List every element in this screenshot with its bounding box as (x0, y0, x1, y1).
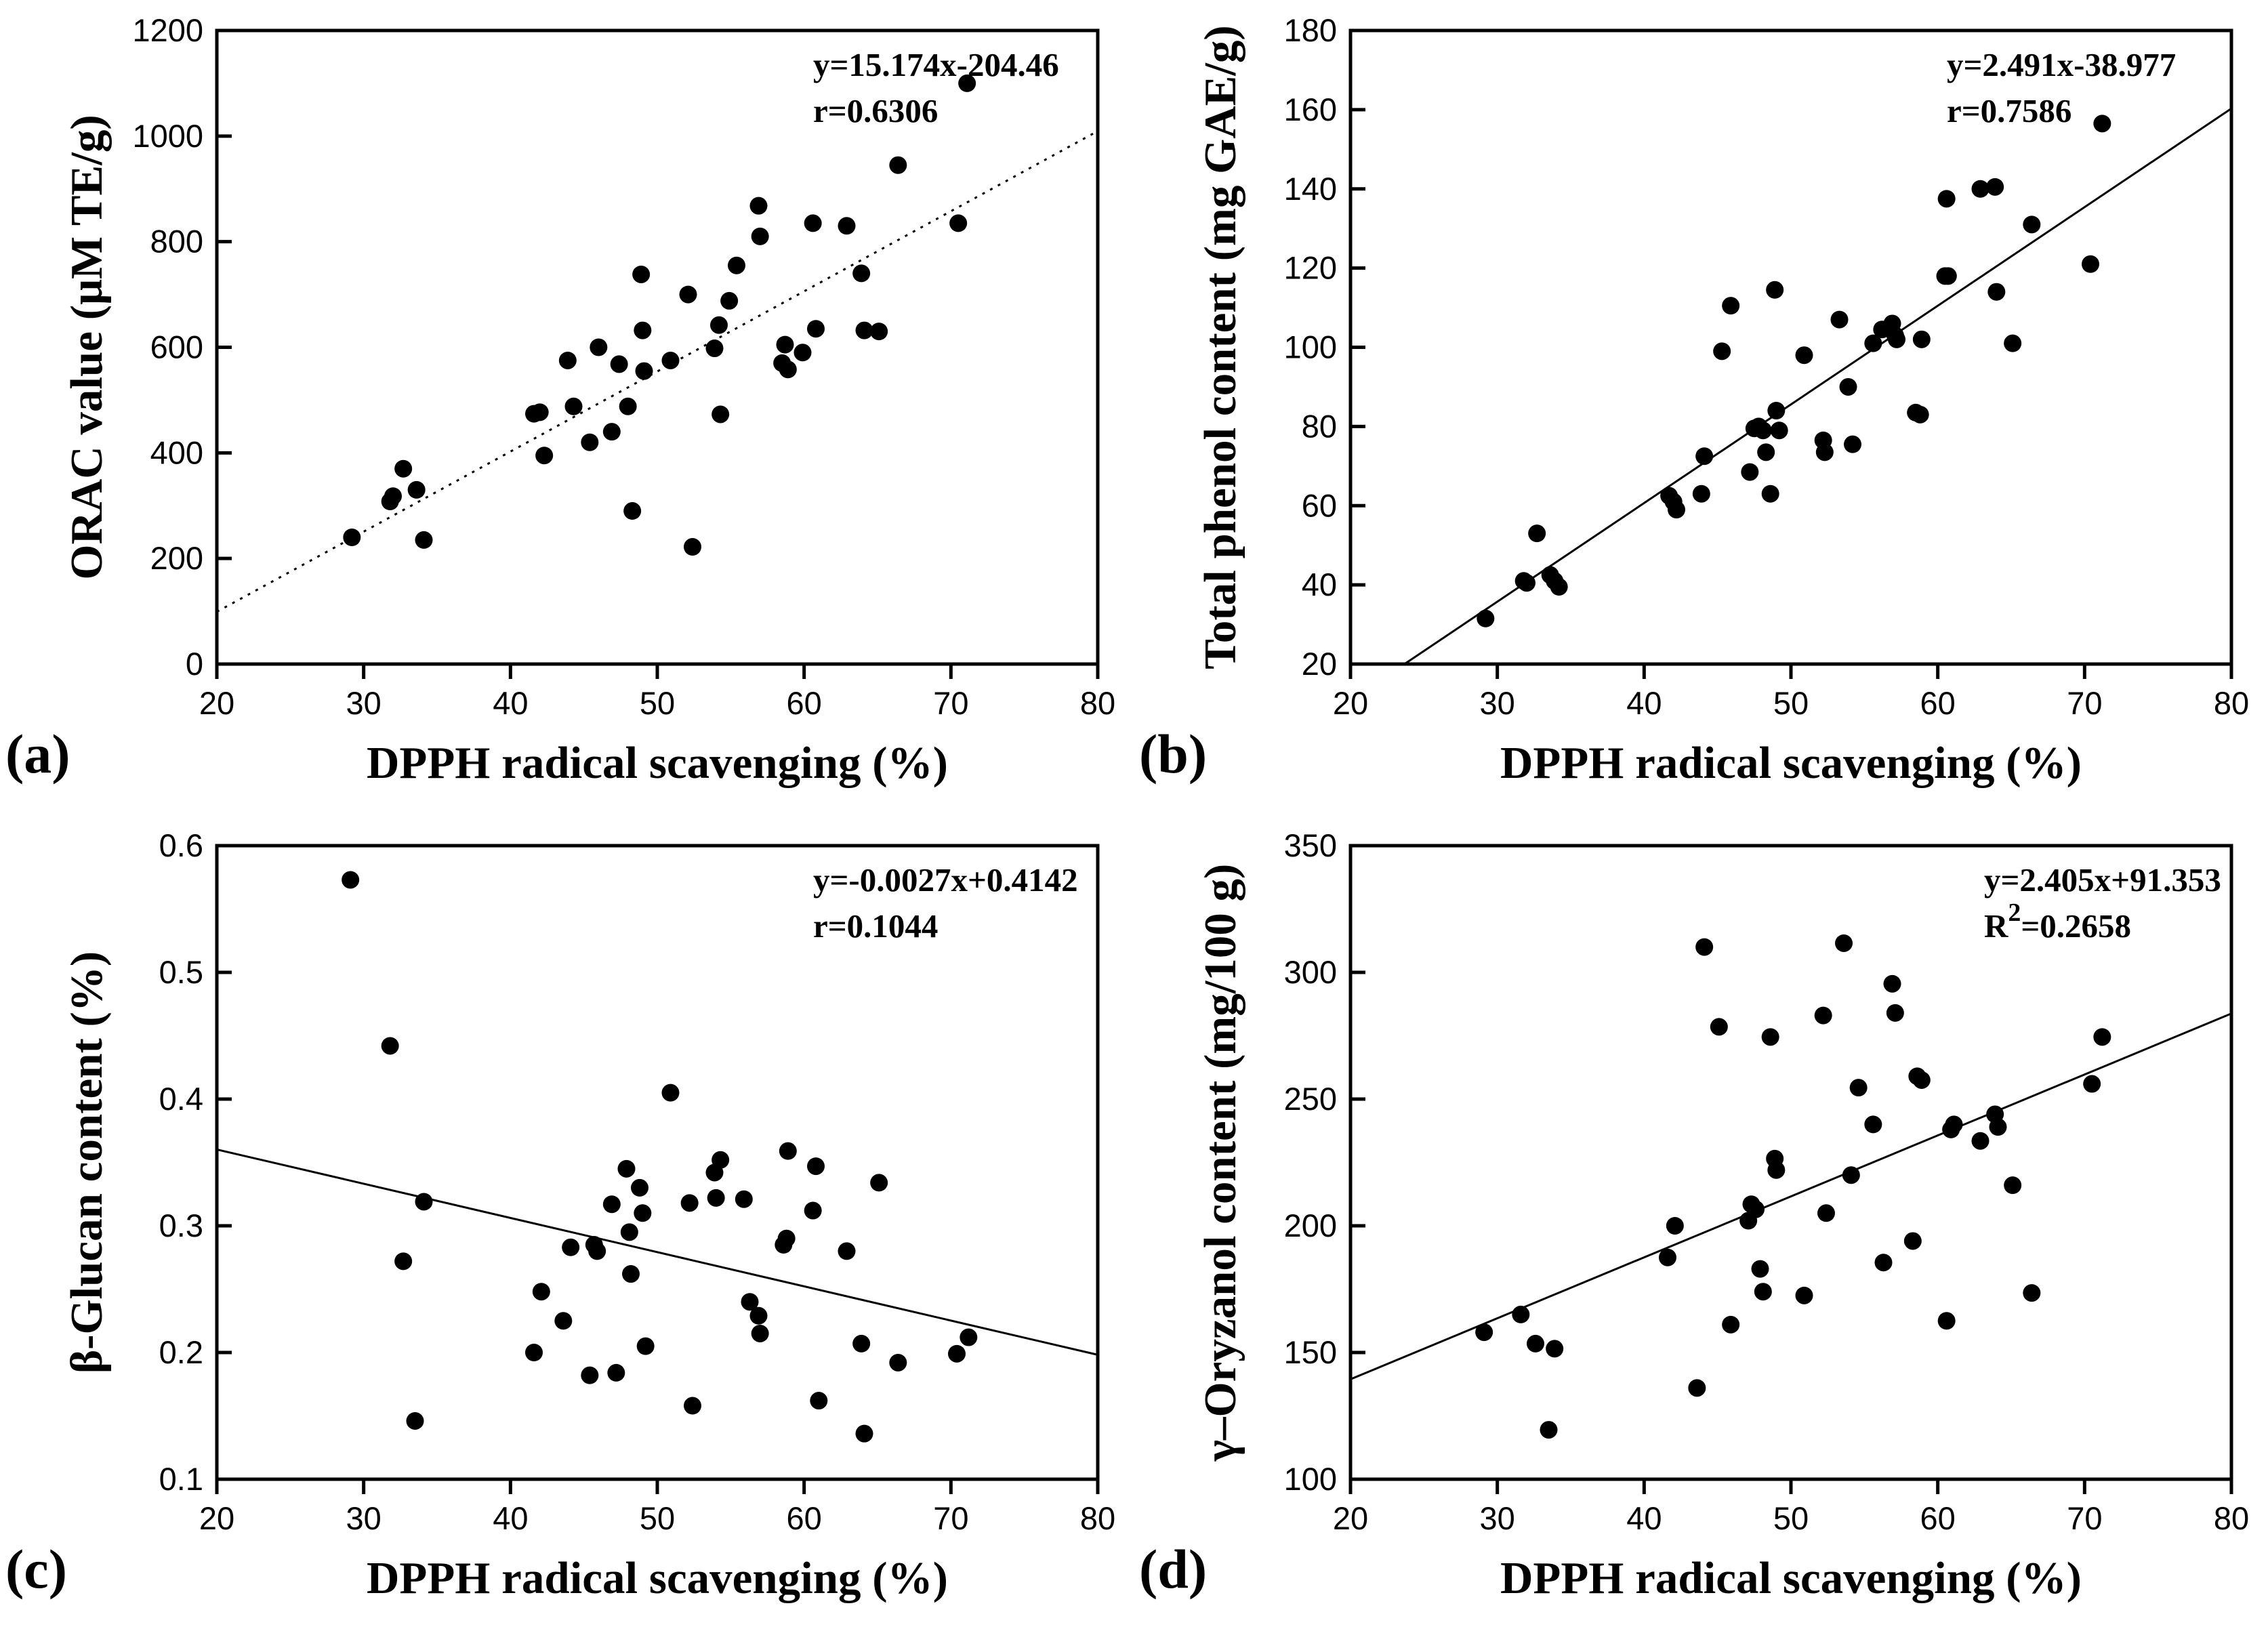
svg-text:40: 40 (1302, 566, 1337, 602)
svg-text:R2=0.2658: R2=0.2658 (1984, 899, 2131, 945)
panel-d: 20 30 40 50 60 70 80 100 150 200 250 300 350 y=2.405x… (1134, 815, 2267, 1630)
svg-text:70: 70 (933, 685, 968, 721)
svg-text:20: 20 (1302, 646, 1337, 682)
svg-text:70: 70 (2067, 685, 2102, 721)
panel-b-scatter-chart: 20 30 40 50 60 70 80 20 40 60 80 100 120 140 160 180 y=2… (1195, 12, 2249, 788)
svg-text:DPPH radical scavenging (%): DPPH radical scavenging (%) (1500, 738, 2082, 788)
svg-text:80: 80 (2214, 685, 2249, 721)
svg-text:DPPH radical scavenging (%): DPPH radical scavenging (%) (367, 1553, 948, 1603)
svg-text:140: 140 (1284, 171, 1337, 207)
svg-text:ORAC value (μM TE/g): ORAC value (μM TE/g) (62, 115, 112, 579)
panel-d-tag: (d) (1139, 1538, 1208, 1600)
svg-text:20: 20 (199, 685, 234, 721)
svg-text:r=0.7586: r=0.7586 (1947, 92, 2071, 129)
svg-text:200: 200 (1284, 1207, 1337, 1243)
svg-text:60: 60 (787, 685, 822, 721)
svg-text:y=15.174x-204.46: y=15.174x-204.46 (813, 46, 1059, 83)
svg-text:DPPH radical scavenging (%): DPPH radical scavenging (%) (1500, 1553, 2082, 1603)
svg-text:150: 150 (1284, 1334, 1337, 1370)
svg-text:y=2.405x+91.353: y=2.405x+91.353 (1984, 861, 2221, 899)
svg-text:30: 30 (1480, 685, 1515, 721)
svg-text:0: 0 (186, 646, 203, 682)
svg-text:Total phenol content (mg GAE/g: Total phenol content (mg GAE/g) (1195, 25, 1245, 669)
panel-d-scatter-chart: 20 30 40 50 60 70 80 100 150 200 250 300 350 y=2.405x… (1195, 827, 2249, 1603)
svg-text:60: 60 (1920, 685, 1956, 721)
svg-text:40: 40 (493, 1500, 528, 1536)
svg-text:0.5: 0.5 (159, 954, 203, 990)
panel-b: 20 30 40 50 60 70 80 20 40 60 80 100 120 140 160 180 y=2… (1134, 0, 2267, 815)
panel-c-tag: (c) (5, 1538, 68, 1600)
svg-text:80: 80 (2214, 1500, 2249, 1536)
svg-text:DPPH radical scavenging (%): DPPH radical scavenging (%) (367, 738, 948, 788)
svg-text:60: 60 (787, 1500, 822, 1536)
svg-text:40: 40 (493, 685, 528, 721)
panel-c: 20 30 40 50 60 70 80 0.1 0.2 0.3 0.4 0.5 0.6 y=-0.002… (0, 815, 1134, 1630)
svg-text:60: 60 (1302, 487, 1337, 523)
svg-text:50: 50 (640, 685, 675, 721)
svg-text:300: 300 (1284, 954, 1337, 990)
svg-text:20: 20 (1333, 685, 1368, 721)
svg-text:50: 50 (1773, 685, 1809, 721)
svg-text:100: 100 (1284, 1461, 1337, 1497)
svg-text:120: 120 (1284, 250, 1337, 286)
svg-text:r=0.1044: r=0.1044 (813, 907, 938, 945)
svg-text:0.6: 0.6 (159, 827, 203, 863)
panel-a-tag: (a) (5, 723, 70, 785)
svg-text:250: 250 (1284, 1081, 1337, 1117)
svg-text:30: 30 (346, 1500, 382, 1536)
svg-text:60: 60 (1920, 1500, 1956, 1536)
svg-text:γ–Oryzanol content (mg/100 g): γ–Oryzanol content (mg/100 g) (1195, 864, 1245, 1462)
svg-text:50: 50 (1773, 1500, 1809, 1536)
svg-text:0.1: 0.1 (159, 1461, 203, 1497)
svg-text:180: 180 (1284, 12, 1337, 48)
svg-text:80: 80 (1302, 408, 1337, 444)
panel-c-scatter-chart: 20 30 40 50 60 70 80 0.1 0.2 0.3 0.4 0.5 0.6 y=-0.002… (62, 827, 1115, 1603)
svg-text:400: 400 (150, 434, 203, 470)
svg-text:80: 80 (1080, 1500, 1115, 1536)
svg-text:40: 40 (1626, 1500, 1662, 1536)
svg-text:0.4: 0.4 (159, 1081, 203, 1117)
svg-text:100: 100 (1284, 329, 1337, 365)
svg-text:30: 30 (1480, 1500, 1515, 1536)
svg-text:1000: 1000 (132, 118, 203, 154)
svg-text:160: 160 (1284, 91, 1337, 127)
svg-text:350: 350 (1284, 827, 1337, 863)
svg-text:20: 20 (1333, 1500, 1368, 1536)
panel-b-tag: (b) (1139, 723, 1208, 785)
svg-text:30: 30 (346, 685, 382, 721)
svg-text:1200: 1200 (132, 12, 203, 48)
svg-text:70: 70 (933, 1500, 968, 1536)
svg-text:70: 70 (2067, 1500, 2102, 1536)
svg-text:y=-0.0027x+0.4142: y=-0.0027x+0.4142 (813, 861, 1078, 899)
svg-text:0.2: 0.2 (159, 1334, 203, 1370)
svg-text:80: 80 (1080, 685, 1115, 721)
svg-text:y=2.491x-38.977: y=2.491x-38.977 (1947, 46, 2176, 83)
panel-a-scatter-chart: 20 30 40 50 60 70 80020040060080010001200y=15.… (62, 12, 1115, 788)
panel-a: 20 30 40 50 60 70 80 0 200 400 600 800 1000 1200 y=15.… (0, 0, 1134, 815)
svg-text:r=0.6306: r=0.6306 (813, 92, 938, 129)
svg-text:600: 600 (150, 329, 203, 365)
svg-text:β-Glucan content (%): β-Glucan content (%) (62, 951, 112, 1374)
svg-text:50: 50 (640, 1500, 675, 1536)
svg-text:200: 200 (150, 540, 203, 576)
svg-text:800: 800 (150, 224, 203, 260)
svg-text:0.3: 0.3 (159, 1207, 203, 1243)
svg-text:40: 40 (1626, 685, 1662, 721)
svg-text:20: 20 (199, 1500, 234, 1536)
